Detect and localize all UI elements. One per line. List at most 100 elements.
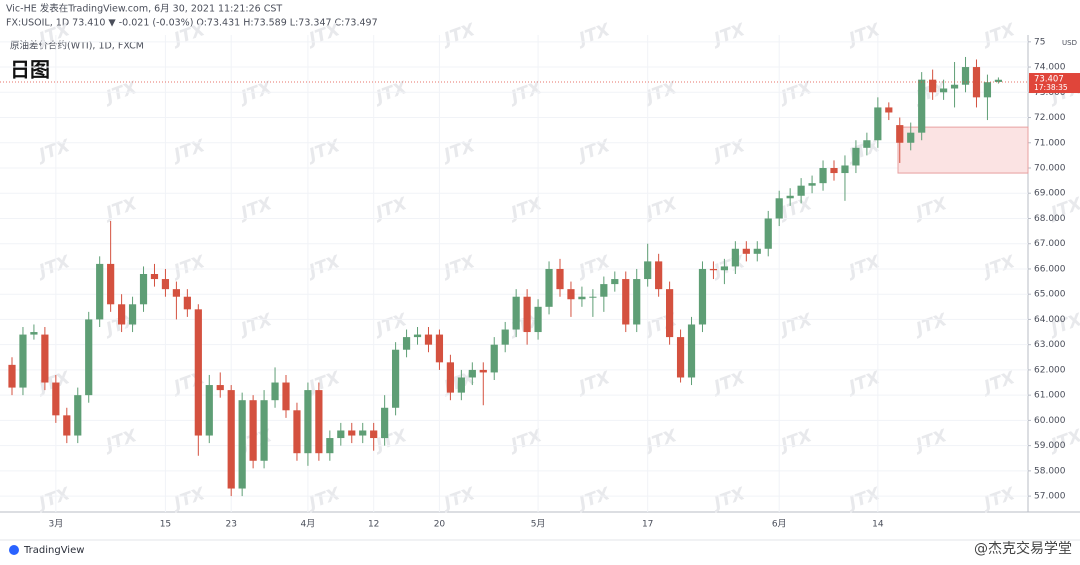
x-tick-label: 15 [160,520,171,530]
x-tick-label: 23 [225,520,236,530]
symbol-label: 原油差价合约(WTI), 1D, FXCM [10,40,144,52]
candle-body [556,268,564,290]
candle-body [260,400,268,461]
candle-body [786,195,794,199]
x-tick-label: 20 [434,520,446,530]
candle-body [424,334,433,345]
y-tick-label: 71.000 [1034,138,1066,148]
y-tick-label: 74.000 [1034,63,1066,73]
candle-body [600,284,608,297]
candle-body [413,334,422,338]
candle-body [874,107,882,141]
candle-body [698,268,707,325]
candle-body [534,306,542,333]
candle-body [128,304,137,325]
candle-body [983,82,992,98]
candle-body [633,279,641,325]
candle-body [381,407,389,439]
candle-body [271,382,279,401]
candle-body [172,289,180,297]
candle-body [676,337,685,378]
candle-body [731,248,739,267]
candle-body [720,266,728,271]
chart-title: 日图 [10,58,50,82]
candle-body [622,279,630,325]
y-tick-label: 69.000 [1034,189,1066,199]
candle-body [205,385,213,436]
brand: TradingView [23,545,84,556]
candle-body [742,248,750,254]
last-price-label: 73.407 [1034,75,1064,85]
candle-body [567,289,575,300]
y-tick-label: 58.000 [1034,466,1066,476]
candle-body [479,369,487,373]
candle-body [238,400,246,489]
candle-body [950,84,959,89]
y-tick-label: 63.000 [1034,340,1066,350]
candle-body [52,382,60,416]
candle-body [227,390,235,489]
candle-body [589,296,597,298]
candle-body [30,332,38,335]
candle-body [118,304,126,325]
x-tick-label: 12 [368,520,379,530]
candle-body [337,430,345,439]
candle-body [468,369,476,378]
candle-body [8,364,16,388]
candle-body [863,140,871,148]
y-tick-label: 62.000 [1034,365,1066,375]
candle-body [96,263,104,320]
candle-body [918,79,926,133]
candle-body [644,261,652,280]
y-tick-label: 67.000 [1034,239,1066,249]
candle-body [293,410,301,454]
brand-logo [9,545,19,555]
candle-body [852,147,860,166]
credit: @杰克交易学堂 [974,540,1072,557]
header-line2: FX:USOIL, 1D 73.410 ▼ -0.021 (-0.03%) O:… [6,18,378,29]
candle-body [63,415,71,436]
candle-body [41,334,49,383]
candle-body [709,268,718,271]
candle-body [370,430,378,439]
candle-body [764,218,772,249]
candle-body [501,329,509,345]
y-tick-label: 57.000 [1034,492,1066,502]
candle-body [194,309,202,436]
candle-body [896,125,904,143]
candle-body [249,400,257,461]
candle-body [578,296,586,300]
candle-body [961,67,970,85]
candle-body [753,248,761,254]
last-price-box [1029,73,1080,94]
candle-body [523,296,531,333]
candle-body [315,390,323,454]
x-tick-label: 14 [872,520,884,530]
x-tick-label: 6月 [772,519,787,530]
candle-body [797,185,805,196]
candle-body [940,88,948,93]
candle-body [819,168,827,184]
candle-body [775,198,783,219]
candle-body [687,324,696,378]
x-tick-label: 17 [642,520,653,530]
candle-body [545,268,553,307]
countdown: 17:38:35 [1034,83,1068,92]
candle-body [161,279,170,290]
candle-body [359,430,367,436]
y-tick-label: 68.000 [1034,214,1066,224]
zone [897,126,1029,174]
candle-body [348,430,356,436]
y-tick-label: 72.000 [1034,113,1066,123]
candle-body [435,334,444,363]
candle-body [392,349,400,408]
header-line1: Vic-HE 发表在TradingView.com, 6月 30, 2021 1… [6,3,282,15]
candle-body [611,279,619,285]
x-tick-label: 3月 [48,519,63,530]
candle-body [85,319,93,396]
candle-body [107,263,115,305]
candle-body [150,274,159,280]
candle-body [929,79,937,93]
plot: 57.000 58.000 59.000 60.000 61.000 62.000 63.0… [0,35,1080,530]
